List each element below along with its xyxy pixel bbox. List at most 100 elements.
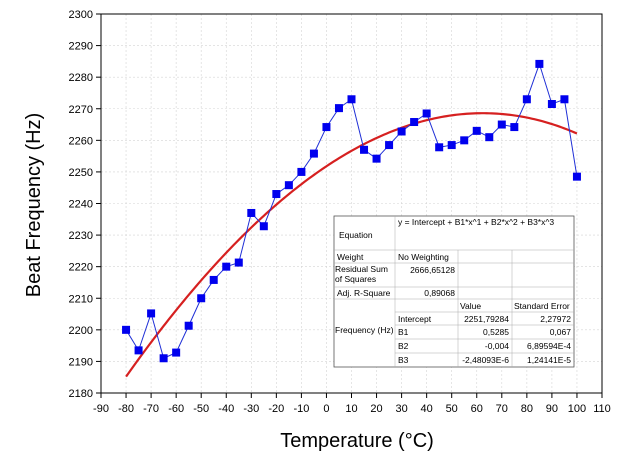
param-value: 0,5285 (483, 327, 509, 337)
x-tick-label: 100 (568, 403, 586, 415)
y-tick-label: 2210 (69, 293, 93, 305)
data-point (435, 143, 444, 152)
data-point (184, 321, 193, 330)
data-point (197, 294, 206, 303)
x-tick-label: 20 (370, 403, 382, 415)
y-tick-label: 2290 (69, 41, 93, 53)
data-point (234, 258, 243, 267)
equation-label: Equation (339, 230, 373, 240)
x-tick-label: -60 (168, 403, 184, 415)
data-point (447, 141, 456, 150)
data-point (410, 118, 419, 127)
data-point (497, 120, 506, 129)
data-point (309, 149, 318, 158)
data-point (134, 346, 143, 355)
data-point (510, 123, 519, 132)
y-tick-label: 2220 (69, 262, 93, 274)
x-tick-label: 50 (446, 403, 458, 415)
y-tick-label: 2240 (69, 199, 93, 211)
data-point (222, 262, 231, 271)
data-point (535, 59, 544, 68)
data-point (247, 208, 256, 217)
data-point (372, 154, 381, 163)
fit-results-table: Equation y = Intercept + B1*x^1 + B2*x^2… (333, 215, 575, 368)
data-point (122, 325, 131, 334)
rss-label: Residual Sum of Squares (335, 264, 388, 284)
param-name: B3 (398, 355, 409, 365)
data-point (159, 354, 168, 363)
x-tick-label: 110 (593, 403, 611, 415)
weight-label: Weight (337, 252, 364, 262)
x-tick-label: 70 (496, 403, 508, 415)
x-tick-label: -10 (293, 403, 309, 415)
value-header: Value (460, 301, 481, 311)
data-point (334, 104, 343, 113)
y-tick-label: 2250 (69, 167, 93, 179)
x-tick-label: 0 (323, 403, 329, 415)
data-point (472, 126, 481, 135)
param-name: B2 (398, 341, 409, 351)
frequency-group-label: Frequency (Hz) (335, 325, 394, 335)
y-tick-label: 2180 (69, 388, 93, 400)
equation-text: y = Intercept + B1*x^1 + B2*x^2 + B3*x^3 (398, 217, 554, 227)
x-tick-label: -30 (243, 403, 259, 415)
data-point (460, 136, 469, 145)
data-point (547, 100, 556, 109)
x-tick-labels: -90 -80 -70 -60 -50 -40 -30 -20 -10 0 10 20 30 40 50 60… (93, 403, 611, 415)
y-tick-label: 2270 (69, 104, 93, 116)
standard-error-header: Standard Error (514, 301, 570, 311)
data-point (297, 167, 306, 176)
y-tick-label: 2300 (69, 9, 93, 21)
axis-ticks (96, 13, 603, 398)
data-point (485, 133, 494, 142)
y-axis-label: Beat Frequency (Hz) (23, 113, 45, 298)
data-point (385, 141, 394, 150)
y-tick-label: 2190 (69, 356, 93, 368)
adj-r-square-label: Adj. R-Square (337, 288, 391, 298)
rss-value: 2666,65128 (410, 265, 455, 275)
data-point (209, 275, 218, 284)
data-point (347, 95, 356, 104)
param-stderr: 2,27972 (540, 314, 571, 324)
weight-value: No Weighting (398, 252, 449, 262)
data-point (422, 109, 431, 118)
param-name: Intercept (398, 314, 432, 324)
data-points (122, 59, 581, 363)
fit-curve (125, 112, 578, 378)
y-tick-label: 2280 (69, 72, 93, 84)
x-tick-label: 90 (546, 403, 558, 415)
x-tick-label: -90 (93, 403, 109, 415)
x-tick-label: 60 (471, 403, 483, 415)
y-tick-label: 2200 (69, 325, 93, 337)
data-point (147, 309, 156, 318)
param-stderr: 6,89594E-4 (527, 341, 571, 351)
adj-r-square-value: 0,89068 (424, 288, 455, 298)
data-point (522, 95, 531, 104)
x-tick-label: 40 (421, 403, 433, 415)
data-point (272, 190, 281, 199)
x-tick-label: 10 (345, 403, 357, 415)
data-point (322, 123, 331, 132)
x-tick-label: -40 (218, 403, 234, 415)
data-point (572, 172, 581, 181)
x-tick-label: -70 (143, 403, 159, 415)
x-tick-label: 80 (521, 403, 533, 415)
y-tick-labels: 2180 2190 2200 2210 2220 2230 2240 2250 2260 2270… (69, 9, 93, 400)
x-axis-label: Temperature (°C) (280, 430, 434, 452)
x-tick-label: 30 (395, 403, 407, 415)
data-point (172, 348, 181, 357)
param-stderr: 0,067 (550, 327, 572, 337)
data-point (360, 145, 369, 154)
x-tick-label: -20 (268, 403, 284, 415)
x-tick-label: -50 (193, 403, 209, 415)
param-name: B1 (398, 327, 409, 337)
param-value: 2251,79284 (464, 314, 509, 324)
data-point (284, 181, 293, 190)
data-point (397, 127, 406, 136)
data-point (560, 95, 569, 104)
x-tick-label: -80 (118, 403, 134, 415)
param-stderr: 1,24141E-5 (527, 355, 571, 365)
param-value: -0,004 (485, 341, 509, 351)
y-tick-label: 2260 (69, 135, 93, 147)
y-tick-label: 2230 (69, 230, 93, 242)
